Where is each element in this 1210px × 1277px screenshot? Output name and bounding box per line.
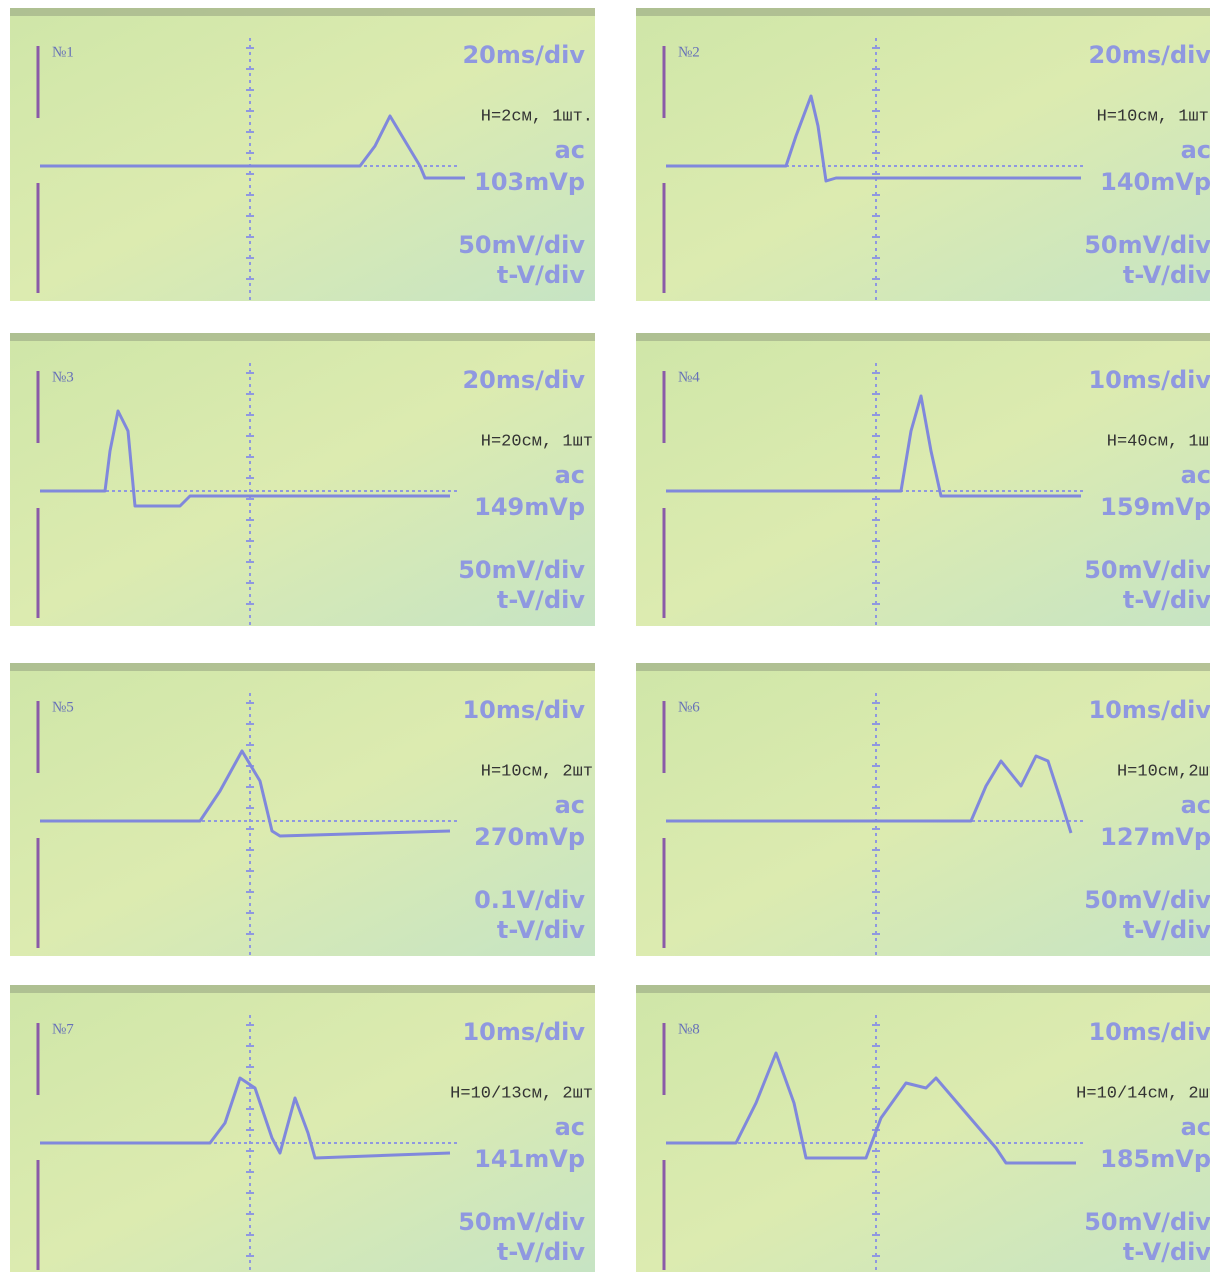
caption: H=10/13см, 2шт [450,1084,593,1103]
screen-top-edge [10,333,595,341]
panel-label: №5 [52,699,74,715]
coupling: ac [1181,136,1210,164]
caption: H=10см, 2шт [481,762,593,781]
trigger: t-V/div [1123,916,1210,944]
panel-label: №8 [678,1021,700,1037]
timebase: 20ms/div [462,366,585,394]
reading: 103mVp [474,168,585,196]
scale: 50mV/div [1084,231,1210,259]
trigger: t-V/div [497,1238,585,1266]
coupling: ac [1181,461,1210,489]
scale: 50mV/div [458,1208,585,1236]
caption: H=40см, 1шт [1107,432,1210,451]
scale: 0.1V/div [474,886,585,914]
screen-top-edge [636,663,1210,671]
oscilloscope-panel: №1 20ms/div H=2см, 1шт. ac 103mVp 50mV/divt-V… [10,8,595,301]
timebase: 10ms/div [1088,1018,1210,1046]
coupling: ac [1181,791,1210,819]
coupling: ac [555,136,585,164]
scale: 50mV/div [1084,886,1210,914]
caption: H=10см,2шт [1117,762,1210,781]
panel-label: №4 [678,369,700,385]
panel-label: №1 [52,44,74,60]
panel-label: №3 [52,369,74,385]
timebase: 20ms/div [1088,41,1210,69]
trigger: t-V/div [1123,261,1210,289]
scale: 50mV/div [458,231,585,259]
reading: 185mVp [1100,1145,1210,1173]
screen-top-edge [636,8,1210,16]
scale: 50mV/div [1084,556,1210,584]
reading: 141mVp [474,1145,585,1173]
panel-label: №6 [678,699,700,715]
oscilloscope-panel: №7 10ms/div H=10/13см, 2шт ac 141mVp 50mV/div… [10,985,595,1272]
reading: 149mVp [474,493,585,521]
panel-label: №7 [52,1021,74,1037]
coupling: ac [555,1113,585,1141]
oscilloscope-panel: №5 10ms/div H=10см, 2шт ac 270mVp 0.1V/divt-V… [10,663,595,956]
oscilloscope-panel: №4 10ms/div H=40см, 1шт ac 159mVp 50mV/divt-V… [636,333,1210,626]
panel-label: №2 [678,44,700,60]
screen-top-edge [636,985,1210,993]
coupling: ac [555,461,585,489]
figure: №120ms/divH=2см, 1шт.ac103mVp50mV/divt-V… [0,0,1210,1272]
screen-top-edge [10,985,595,993]
coupling: ac [555,791,585,819]
trigger: t-V/div [1123,586,1210,614]
reading: 127mVp [1100,823,1210,851]
screen-top-edge [10,663,595,671]
screen-top-edge [10,8,595,16]
scale: 50mV/div [458,556,585,584]
screen-top-edge [636,333,1210,341]
page: №120ms/divH=2см, 1шт.ac103mVp50mV/divt-V… [0,0,1210,1272]
reading: 159mVp [1100,493,1210,521]
reading: 140mVp [1100,168,1210,196]
caption: H=10/14см, 2шт [1076,1084,1210,1103]
oscilloscope-panel: №2 20ms/div H=10см, 1шт. ac 140mVp 50mV/divt-… [636,8,1210,301]
trigger: t-V/div [497,916,585,944]
trigger: t-V/div [497,261,585,289]
oscilloscope-panel: №3 20ms/div H=20см, 1шт ac 149mVp 50mV/divt-V… [10,333,595,626]
oscilloscope-panel: №8 10ms/div H=10/14см, 2шт ac 185mVp 50mV/div… [636,985,1210,1272]
oscilloscope-panel: №6 10ms/div H=10см,2шт ac 127mVp 50mV/divt-V/… [636,663,1210,956]
caption: H=2см, 1шт. [481,107,593,126]
caption: H=20см, 1шт [481,432,593,451]
timebase: 10ms/div [1088,696,1210,724]
timebase: 10ms/div [462,696,585,724]
timebase: 10ms/div [462,1018,585,1046]
coupling: ac [1181,1113,1210,1141]
timebase: 10ms/div [1088,366,1210,394]
trigger: t-V/div [1123,1238,1210,1266]
trigger: t-V/div [497,586,585,614]
reading: 270mVp [474,823,585,851]
caption: H=10см, 1шт. [1097,107,1210,126]
timebase: 20ms/div [462,41,585,69]
scale: 50mV/div [1084,1208,1210,1236]
